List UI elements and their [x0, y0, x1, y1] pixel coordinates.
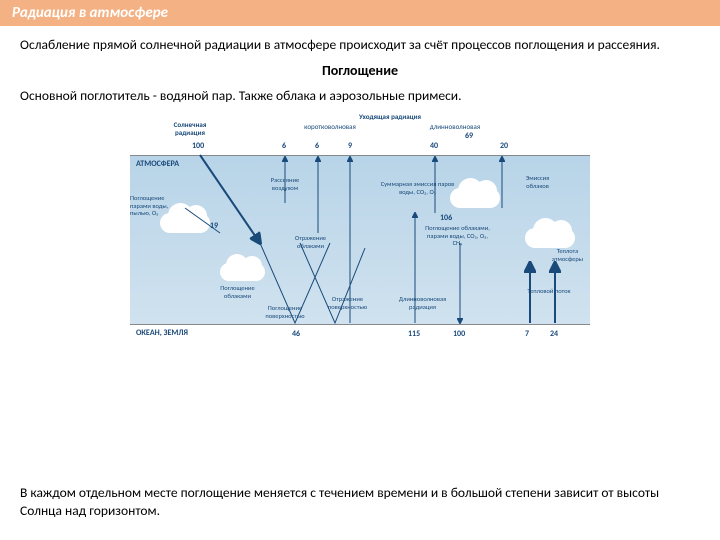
content-area: Ослабление прямой солнечной радиации в а…: [0, 26, 720, 373]
cloud-abs-label: Поглощение облаками: [210, 285, 265, 299]
slide-header: Радиация в атмосфере: [0, 0, 720, 26]
emission-label: Суммарная эмиссия паров воды, CO₂, O₃: [375, 181, 460, 195]
heat-flow-label: Тепловой поток: [525, 288, 573, 295]
num-115: 115: [408, 329, 420, 339]
absorber-text: Основной поглотитель - водяной пар. Такж…: [20, 87, 700, 105]
scatter-label: Рассеяние воздухом: [260, 177, 310, 191]
atm-heat-label: Теплота атмосферы: [545, 248, 590, 262]
section-title: Поглощение: [20, 62, 700, 79]
num-46: 46: [292, 329, 300, 339]
num-7: 7: [525, 329, 529, 339]
surf-refl-label: Отражение поверхностью: [315, 296, 380, 310]
cloud-abs2-label: Поглощение облаками, парами воды, CO₂, O…: [425, 225, 490, 246]
radiation-diagram: АТМОСФЕРА ОКЕАН, ЗЕМЛЯ Солнечная радиаци…: [130, 113, 590, 373]
num-100b: 100: [453, 329, 465, 339]
num-106: 106: [440, 213, 452, 223]
num-19: 19: [210, 221, 218, 231]
cloud-emis-label: Эмиссия облаков: [515, 175, 560, 189]
longwave-rad-label: Длинноволновая радиация: [385, 296, 460, 310]
cloud-refl-label: Отражение облаками: [283, 235, 338, 249]
intro-text: Ослабление прямой солнечной радиации в а…: [20, 36, 700, 54]
arrows-svg: [130, 113, 590, 373]
bottom-text: В каждом отдельном месте поглощение меня…: [20, 484, 700, 520]
vapor-abs-label: Поглощение парами воды, пылью, O₃: [130, 195, 185, 216]
surf-abs-label: Поглощение поверхностью: [255, 305, 315, 319]
num-24: 24: [550, 329, 558, 339]
